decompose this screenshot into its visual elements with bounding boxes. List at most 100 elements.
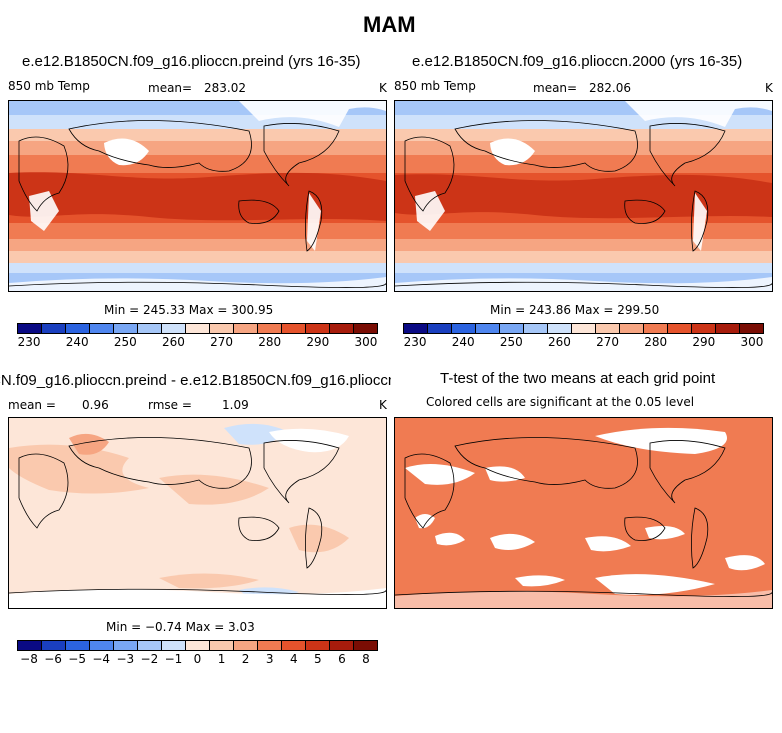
colorbar-swatch <box>282 641 306 650</box>
colorbar-tick-label: 290 <box>306 335 330 349</box>
colorbar-tick-label: 0 <box>193 652 202 666</box>
colorbar-tick-label: 260 <box>161 335 185 349</box>
panel3-rmse-value: 1.09 <box>222 398 249 412</box>
colorbar-swatch <box>740 324 763 333</box>
panel2-colorbar-ticks: 230 240 250 260 270 280 290 300 <box>403 335 764 351</box>
panel1-colorbar <box>17 323 378 334</box>
colorbar-tick-label: 290 <box>692 335 716 349</box>
colorbar-swatch <box>620 324 644 333</box>
colorbar-swatch <box>162 324 186 333</box>
colorbar-swatch <box>258 641 282 650</box>
colorbar-swatch <box>42 641 66 650</box>
colorbar-tick-label: 240 <box>65 335 89 349</box>
colorbar-tick-label: −3 <box>116 652 135 666</box>
panel2-map <box>394 100 773 292</box>
colorbar-swatch <box>114 641 138 650</box>
colorbar-tick-label: 270 <box>210 335 234 349</box>
colorbar-tick-label: 2 <box>241 652 250 666</box>
colorbar-swatch <box>282 324 306 333</box>
panel3-colorbar-ticks: −8 −6 −5 −4 −3 −2 −1 0 1 2 3 4 5 6 8 <box>17 652 378 668</box>
colorbar-tick-label: 230 <box>17 335 41 349</box>
colorbar-tick-label: −1 <box>164 652 183 666</box>
panel3-mean-value: 0.96 <box>82 398 109 412</box>
panel2-colorbar <box>403 323 764 334</box>
colorbar-tick-label: −8 <box>20 652 38 666</box>
colorbar-tick-label: 250 <box>499 335 523 349</box>
colorbar-tick-label: 300 <box>740 335 764 349</box>
colorbar-swatch <box>572 324 596 333</box>
panel3-title-clip: e.e12.B1850CN.f09_g16.plioccn.preind - e… <box>0 370 391 392</box>
colorbar-swatch <box>138 324 162 333</box>
panel2-title: e.e12.B1850CN.f09_g16.plioccn.2000 (yrs … <box>412 53 743 70</box>
colorbar-swatch <box>524 324 548 333</box>
colorbar-swatch <box>330 324 354 333</box>
colorbar-tick-label: 270 <box>596 335 620 349</box>
panel1-variable-label: 850 mb Temp <box>8 79 90 93</box>
panel4-title: T-test of the two means at each grid poi… <box>440 370 716 387</box>
colorbar-swatch <box>42 324 66 333</box>
panel1-units: K <box>379 81 387 95</box>
colorbar-swatch <box>114 324 138 333</box>
panel4-subtitle: Colored cells are significant at the 0.0… <box>426 395 695 409</box>
colorbar-swatch <box>90 324 114 333</box>
colorbar-swatch <box>210 641 234 650</box>
colorbar-swatch <box>548 324 572 333</box>
panel3-map <box>8 417 387 609</box>
colorbar-swatch <box>330 641 354 650</box>
colorbar-swatch <box>354 324 377 333</box>
panel1-mean-label: mean= <box>148 81 193 95</box>
colorbar-tick-label: 260 <box>547 335 571 349</box>
panel3-mean-label: mean = <box>8 398 56 412</box>
colorbar-swatch <box>18 324 42 333</box>
colorbar-swatch <box>138 641 162 650</box>
colorbar-tick-label: 250 <box>113 335 137 349</box>
colorbar-swatch <box>668 324 692 333</box>
panel4-map <box>394 417 773 609</box>
colorbar-tick-label: 1 <box>217 652 226 666</box>
colorbar-tick-label: 280 <box>644 335 668 349</box>
panel1-map <box>8 100 387 292</box>
panel1-mean-value: 283.02 <box>204 81 246 95</box>
colorbar-swatch <box>258 324 282 333</box>
colorbar-swatch <box>596 324 620 333</box>
colorbar-tick-label: 300 <box>354 335 378 349</box>
colorbar-swatch <box>354 641 377 650</box>
colorbar-tick-label: −5 <box>68 652 87 666</box>
panel3-units: K <box>379 398 387 412</box>
panel1-stats: Min = 245.33 Max = 300.95 <box>104 303 274 317</box>
colorbar-swatch <box>18 641 42 650</box>
colorbar-tick-label: 5 <box>314 652 322 666</box>
colorbar-swatch <box>716 324 740 333</box>
panel2-mean-value: 282.06 <box>589 81 631 95</box>
colorbar-swatch <box>306 324 330 333</box>
colorbar-tick-label: −4 <box>92 652 111 666</box>
colorbar-tick-label: −2 <box>140 652 159 666</box>
panel2-variable-label: 850 mb Temp <box>394 79 476 93</box>
panel3-stats: Min = −0.74 Max = 3.03 <box>106 620 255 634</box>
colorbar-swatch <box>234 641 258 650</box>
colorbar-tick-label: 8 <box>362 652 370 666</box>
colorbar-tick-label: 4 <box>289 652 298 666</box>
colorbar-swatch <box>404 324 428 333</box>
panel3-title: e.e12.B1850CN.f09_g16.plioccn.preind - e… <box>0 372 391 389</box>
colorbar-swatch <box>186 324 210 333</box>
colorbar-swatch <box>500 324 524 333</box>
colorbar-swatch <box>66 324 90 333</box>
colorbar-tick-label: 230 <box>403 335 427 349</box>
colorbar-swatch <box>162 641 186 650</box>
panel3-rmse-label: rmse = <box>148 398 192 412</box>
panel2-mean-label: mean= <box>533 81 578 95</box>
colorbar-swatch <box>692 324 716 333</box>
panel1-title: e.e12.B1850CN.f09_g16.plioccn.preind (yr… <box>22 53 361 70</box>
colorbar-swatch <box>452 324 476 333</box>
colorbar-tick-label: 240 <box>451 335 475 349</box>
colorbar-swatch <box>210 324 234 333</box>
panel1-colorbar-ticks: 230 240 250 260 270 280 290 300 <box>17 335 378 351</box>
colorbar-swatch <box>234 324 258 333</box>
colorbar-swatch <box>66 641 90 650</box>
panel2-stats: Min = 243.86 Max = 299.50 <box>490 303 660 317</box>
figure-title: MAM <box>363 12 416 37</box>
colorbar-swatch <box>90 641 114 650</box>
colorbar-swatch <box>306 641 330 650</box>
colorbar-swatch <box>644 324 668 333</box>
